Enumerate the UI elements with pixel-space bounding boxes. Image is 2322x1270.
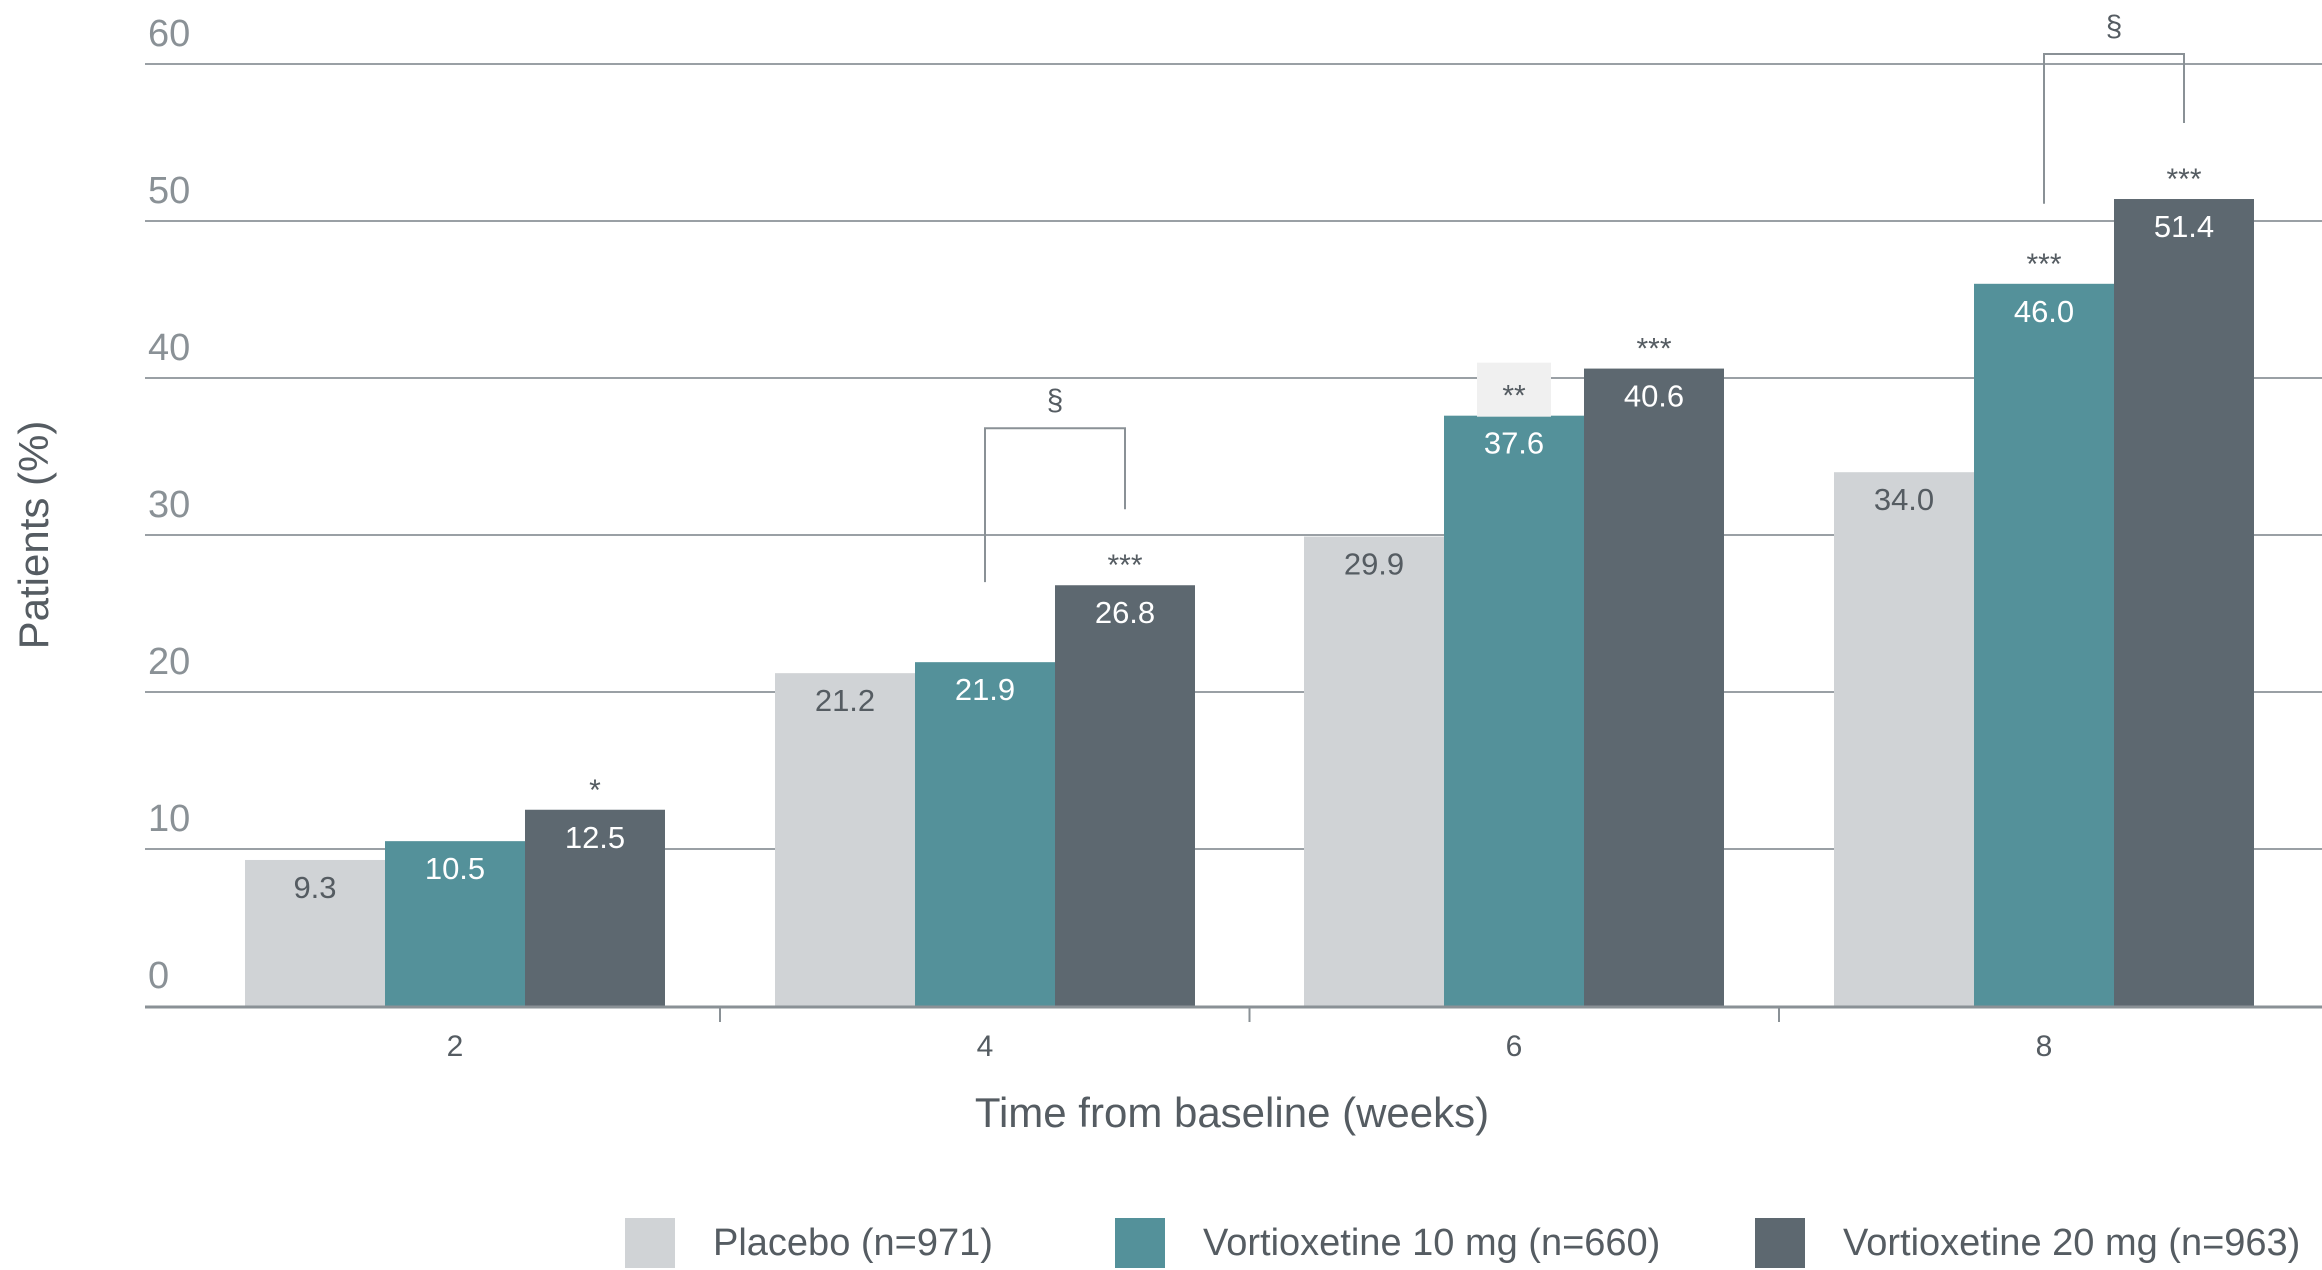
bar [775, 673, 915, 1006]
bar [1974, 283, 2114, 1006]
data-label: 40.6 [1624, 379, 1684, 414]
data-label: 12.5 [565, 820, 625, 855]
comparison-bracket [984, 427, 1126, 583]
y-axis-title: Patients (%) [10, 421, 57, 650]
comparison-bracket [2043, 53, 2185, 204]
bar [525, 809, 665, 1006]
y-tick-label: 30 [148, 484, 190, 526]
data-label: 37.6 [1484, 426, 1544, 461]
legend-label: Vortioxetine 20 mg (n=963) [1843, 1222, 2300, 1264]
bar [2114, 199, 2254, 1006]
significance-marker: *** [1107, 549, 1142, 582]
significance-marker: ** [1502, 380, 1526, 413]
bar [1304, 536, 1444, 1006]
comparison-symbol: § [2106, 10, 2123, 43]
bar [1444, 415, 1584, 1006]
significance-marker: *** [1636, 333, 1671, 366]
bar [245, 859, 385, 1006]
legend-label: Vortioxetine 10 mg (n=660) [1203, 1222, 1660, 1264]
y-tick-label: 60 [148, 13, 190, 55]
x-tick-label: 2 [447, 1030, 464, 1063]
data-label: 10.5 [425, 851, 485, 886]
significance-marker: *** [2026, 248, 2061, 281]
legend-swatch [1755, 1218, 1805, 1268]
bar [1834, 472, 1974, 1006]
x-tick-label: 6 [1506, 1030, 1523, 1063]
data-label: 9.3 [293, 870, 336, 905]
bar [385, 841, 525, 1006]
legend-swatch [625, 1218, 675, 1268]
significance-marker: *** [2166, 163, 2201, 196]
legend-swatch [1115, 1218, 1165, 1268]
bar [915, 662, 1055, 1006]
y-tick-label: 10 [148, 798, 190, 840]
comparison-symbol: § [1047, 384, 1064, 417]
y-tick-label: 40 [148, 327, 190, 369]
x-tick-label: 4 [977, 1030, 994, 1063]
y-tick-label: 20 [148, 641, 190, 683]
data-label: 26.8 [1095, 595, 1155, 630]
significance-highlight [1477, 362, 1551, 417]
y-tick-label: 50 [148, 170, 190, 212]
data-label: 21.9 [955, 672, 1015, 707]
significance-marker: * [589, 774, 601, 807]
x-tick-label: 8 [2036, 1030, 2053, 1063]
bar [1055, 585, 1195, 1006]
data-label: 51.4 [2154, 209, 2214, 244]
x-axis-title: Time from baseline (weeks) [975, 1089, 1489, 1136]
data-label: 29.9 [1344, 547, 1404, 582]
data-label: 46.0 [2014, 294, 2074, 329]
bar [1584, 368, 1724, 1007]
data-label: 21.2 [815, 683, 875, 718]
y-tick-label: 0 [148, 955, 169, 997]
legend-label: Placebo (n=971) [713, 1222, 993, 1264]
data-label: 34.0 [1874, 482, 1934, 517]
